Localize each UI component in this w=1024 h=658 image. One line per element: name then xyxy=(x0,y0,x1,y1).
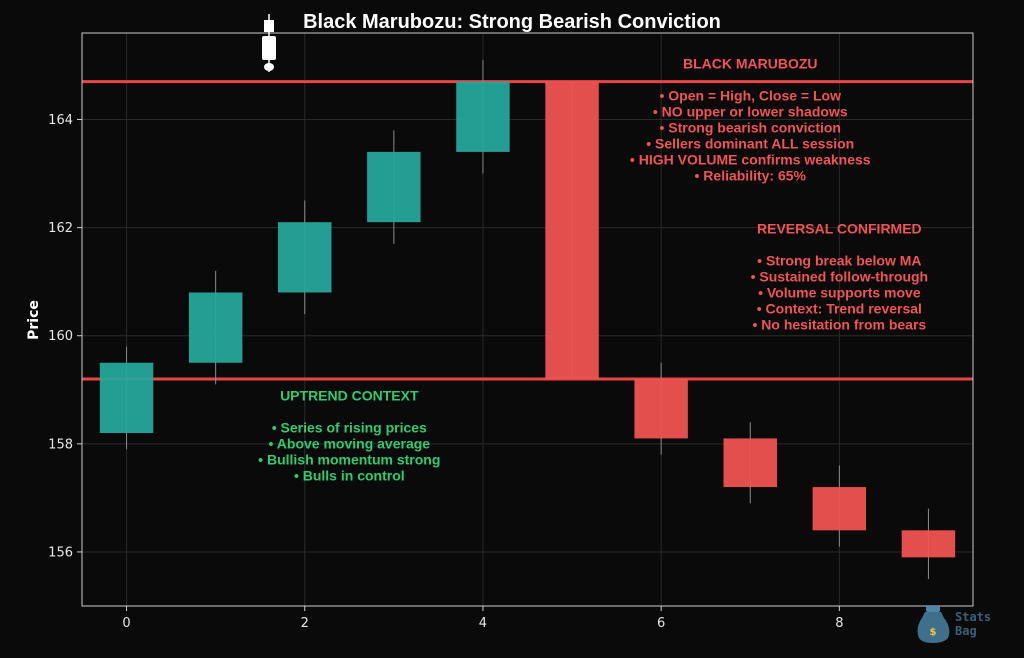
svg-text:$: $ xyxy=(930,627,937,638)
black-marubozu-annotation-line: • HIGH VOLUME confirms weakness xyxy=(630,151,871,167)
reversal-confirmed-annotation: REVERSAL CONFIRMED • Strong break below M… xyxy=(751,220,929,332)
candle-body xyxy=(278,222,332,293)
reversal-confirmed-annotation-line: • Sustained follow-through xyxy=(751,268,929,284)
y-tick-label: 164 xyxy=(48,113,73,128)
reversal-confirmed-annotation-line: • Strong break below MA xyxy=(757,252,921,268)
annotations: BLACK MARUBOZU • Open = High, Close = Low… xyxy=(258,55,928,483)
candle-body xyxy=(188,292,243,363)
black-marubozu-annotation-line: • Sellers dominant ALL session xyxy=(646,135,854,151)
candle-body xyxy=(99,362,154,434)
candle-icon xyxy=(262,14,276,72)
y-tick-label: 160 xyxy=(48,329,73,344)
black-marubozu-annotation-line: • Open = High, Close = Low xyxy=(660,87,842,103)
reversal-confirmed-annotation-line: • Volume supports move xyxy=(758,284,921,300)
x-axis-ticks: 0 2 4 6 8 xyxy=(122,606,843,631)
candle-body xyxy=(723,438,777,488)
reversal-confirmed-annotation-line: • Context: Trend reversal xyxy=(757,300,922,316)
x-tick-label: 0 xyxy=(122,616,130,631)
uptrend-context-annotation-line: UPTREND CONTEXT xyxy=(280,388,419,404)
reversal-confirmed-annotation-line: REVERSAL CONFIRMED xyxy=(757,220,922,236)
stats-bag-logo: $ Stats Bag xyxy=(917,606,991,643)
logo-text-line2: Bag xyxy=(955,624,977,638)
x-tick-label: 8 xyxy=(835,616,843,631)
y-tick-label: 156 xyxy=(48,545,73,560)
black-marubozu-annotation-line: • Reliability: 65% xyxy=(695,167,807,183)
black-marubozu-annotation-line: • Strong bearish conviction xyxy=(660,119,841,135)
uptrend-context-annotation-line: • Series of rising prices xyxy=(272,420,427,436)
money-bag-icon: $ xyxy=(917,606,950,643)
candle-body xyxy=(456,81,510,152)
plot-frame xyxy=(81,32,974,607)
candle-body xyxy=(901,530,956,558)
y-tick-label: 158 xyxy=(48,437,73,452)
black-marubozu-annotation-line: • NO upper or lower shadows xyxy=(653,103,848,119)
x-tick-label: 2 xyxy=(301,616,309,631)
uptrend-context-annotation: UPTREND CONTEXT • Series of rising prices… xyxy=(258,388,440,484)
x-tick-label: 4 xyxy=(479,616,487,631)
reversal-confirmed-annotation-line: • No hesitation from bears xyxy=(752,316,926,332)
uptrend-context-annotation-line: • Above moving average xyxy=(269,436,431,452)
candle-body xyxy=(812,487,867,531)
chart-title: Black Marubozu: Strong Bearish Convictio… xyxy=(303,11,721,33)
candle-body xyxy=(545,81,599,379)
logo-text-line1: Stats xyxy=(955,610,991,624)
horizontal-levels xyxy=(82,80,973,381)
y-axis-ticks: 156 158 160 162 164 xyxy=(48,113,82,560)
black-marubozu-annotation: BLACK MARUBOZU • Open = High, Close = Low… xyxy=(630,55,871,183)
y-tick-label: 162 xyxy=(48,221,73,236)
candle-body xyxy=(634,378,688,439)
uptrend-context-annotation-line: • Bulls in control xyxy=(294,468,405,484)
candle-body xyxy=(367,151,421,223)
x-tick-label: 6 xyxy=(657,616,665,631)
black-marubozu-annotation-line: BLACK MARUBOZU xyxy=(683,55,818,71)
y-axis-label: Price xyxy=(26,300,42,340)
candlestick-series xyxy=(99,60,956,579)
uptrend-context-annotation-line: • Bullish momentum strong xyxy=(258,452,440,468)
